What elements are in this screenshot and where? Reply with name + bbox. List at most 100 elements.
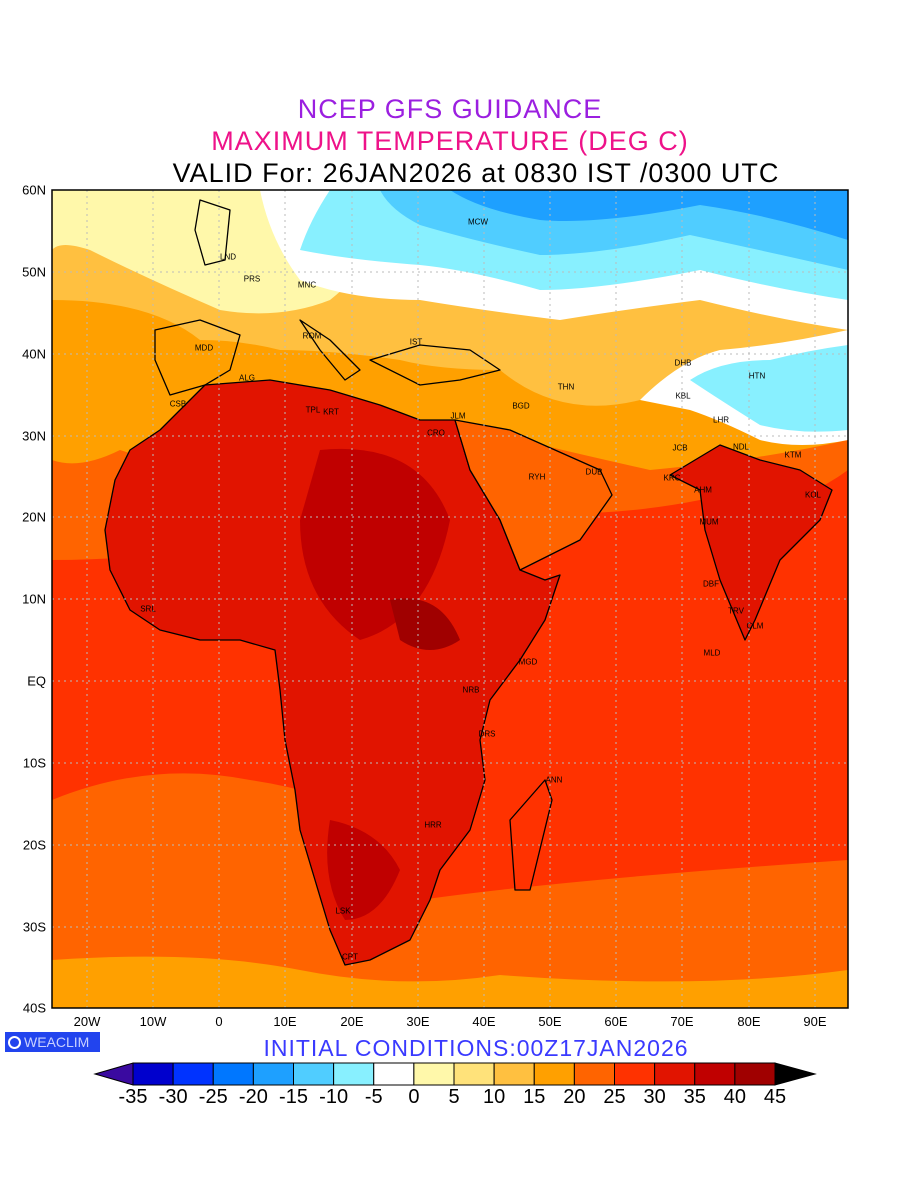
sahel-hot-core: [300, 448, 450, 640]
city-label: LSK: [335, 906, 351, 916]
iberia-coast: [154, 319, 241, 396]
city-label: ROM: [302, 331, 322, 341]
city-label: CLM: [746, 621, 764, 631]
anatolia-coast: [369, 344, 501, 386]
city-label: KRC: [663, 473, 681, 483]
south-ocean-warm: [52, 773, 848, 1008]
colorbar-swatch: [533, 1062, 575, 1086]
city-label: KBL: [675, 391, 691, 401]
model-title: NCEP GFS GUIDANCE: [297, 94, 603, 124]
city-label: AHM: [694, 485, 712, 495]
city-label: ALG: [238, 373, 256, 383]
city-label: CPT: [342, 952, 358, 962]
lon-label: 70E: [670, 1014, 694, 1029]
lon-label: 20E: [340, 1014, 364, 1029]
colorbar-swatch: [734, 1062, 776, 1086]
colorbar-label: -25: [198, 1086, 228, 1108]
kalahari-hot-core: [327, 820, 400, 920]
colorbar-label: 45: [763, 1086, 787, 1108]
city-label: HRR: [424, 820, 442, 830]
city-label: TRV: [728, 606, 744, 616]
lon-label: 10E: [273, 1014, 297, 1029]
colorbar-label: -30: [158, 1086, 188, 1108]
colorbar-swatch: [212, 1062, 254, 1086]
colorbar-label: 5: [448, 1086, 460, 1108]
city-label: RYH: [528, 472, 546, 482]
colorbar-label: -15: [279, 1086, 308, 1108]
city-label: MCW: [468, 217, 488, 227]
colorbar-label: 25: [603, 1086, 626, 1108]
colorbar-label: 40: [723, 1086, 746, 1108]
city-label: MUM: [699, 517, 719, 527]
tibet-cold: [690, 345, 848, 432]
colorbar-label: 0: [408, 1086, 420, 1108]
weaclim-logo: WEACLIM: [5, 1032, 100, 1052]
lat-label: 40S: [22, 1000, 46, 1016]
colorbar-label: 10: [483, 1086, 506, 1108]
colorbar-swatch: [252, 1062, 294, 1086]
colorbar-under-arrow: [93, 1062, 134, 1086]
colorbar-label: 20: [563, 1086, 586, 1108]
colorbar-swatch: [172, 1062, 214, 1086]
colorbar-swatch: [453, 1062, 495, 1086]
lon-label: 20W: [73, 1014, 101, 1029]
colorbar-swatch: [654, 1062, 696, 1086]
colorbar-label: -10: [319, 1086, 349, 1108]
copyright-icon: [8, 1035, 21, 1049]
city-label: ANN: [545, 775, 563, 785]
colorbar-label: -35: [118, 1086, 148, 1108]
city-label: TPL: [305, 405, 321, 415]
lat-label: 40N: [22, 346, 46, 362]
lon-label: 50E: [538, 1014, 562, 1029]
lon-label: 40E: [472, 1014, 496, 1029]
madagascar: [509, 779, 553, 891]
city-label: LND: [219, 252, 237, 262]
central-africa-hottest: [390, 598, 460, 650]
colorbar-over-arrow: [774, 1062, 817, 1086]
colorbar-swatch: [333, 1062, 375, 1086]
city-label: JCB: [672, 443, 688, 453]
city-label: LHR: [712, 415, 730, 425]
city-label: DBF: [703, 579, 719, 589]
city-label: THN: [557, 382, 575, 392]
colorbar-swatch: [373, 1062, 415, 1086]
city-label: MDD: [194, 343, 214, 353]
graticule: [52, 190, 848, 1008]
lat-label: 20S: [22, 837, 46, 853]
city-label: BGD: [512, 401, 530, 411]
initial-conditions: INITIAL CONDITIONS:00Z17JAN2026: [263, 1035, 689, 1061]
city-label: DRS: [478, 729, 496, 739]
colorbar-label: 15: [523, 1086, 546, 1108]
lat-label: 10S: [22, 755, 46, 771]
valid-time: VALID For: 26JAN2026 at 0830 IST /0300 U…: [172, 158, 780, 188]
lon-label: 60E: [604, 1014, 628, 1029]
city-label: HTN: [748, 371, 766, 381]
colorbar-swatch: [132, 1062, 174, 1086]
arabia: [454, 419, 613, 571]
lat-label: EQ: [27, 673, 46, 689]
city-label: JLM: [450, 411, 466, 421]
variable-title: MAXIMUM TEMPERATURE (DEG C): [211, 126, 689, 156]
lon-label: 0: [215, 1014, 223, 1029]
india: [669, 444, 833, 641]
city-label: NDL: [732, 442, 750, 452]
lon-label: 90E: [803, 1014, 827, 1029]
city-label: SRL: [140, 604, 156, 614]
city-label: CRO: [427, 428, 445, 438]
city-label: DUB: [585, 467, 603, 477]
city-label: KTM: [784, 450, 802, 460]
city-label: MNC: [297, 280, 317, 290]
lat-label: 10N: [22, 591, 46, 607]
colorbar-swatch: [573, 1062, 615, 1086]
colorbar-label: -20: [238, 1086, 268, 1108]
city-label: CSB: [169, 399, 187, 409]
colorbar-label: 30: [643, 1086, 666, 1108]
city-label: MGD: [518, 657, 538, 667]
city-label: MLD: [703, 648, 721, 658]
colorbar-label: -5: [364, 1086, 383, 1108]
lat-label: 30S: [22, 919, 46, 935]
logo-text: WEACLIM: [24, 1034, 90, 1050]
italy-coast: [299, 319, 361, 381]
